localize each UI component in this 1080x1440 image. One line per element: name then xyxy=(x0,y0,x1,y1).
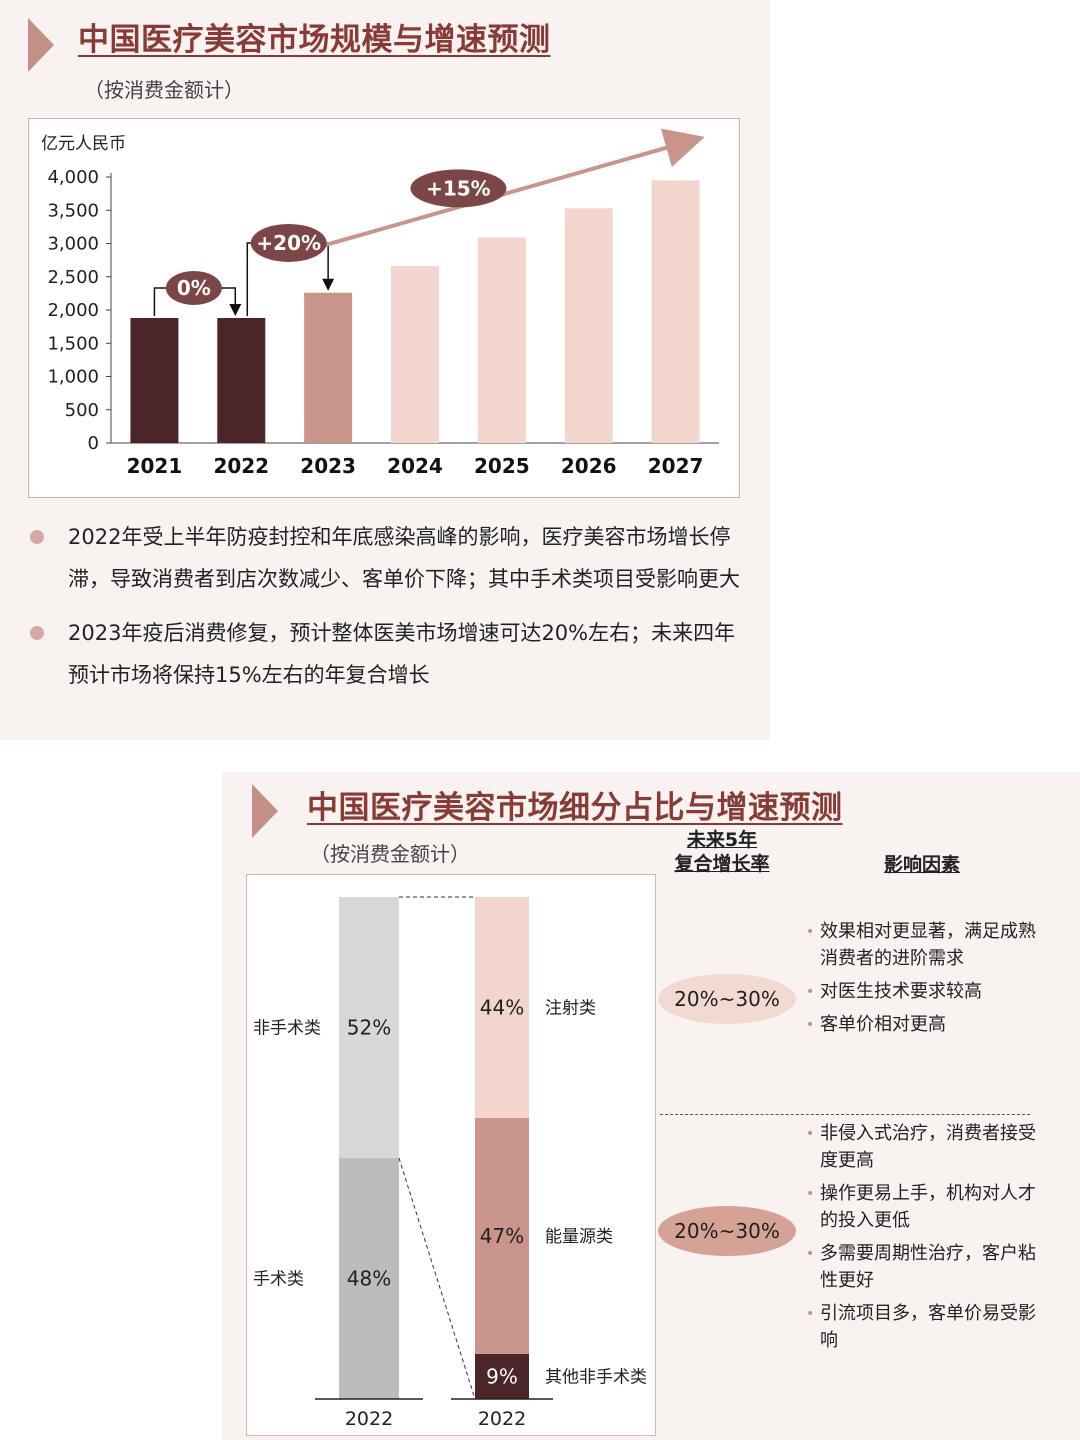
segment-subtitle: （按消费金额计） xyxy=(310,842,470,866)
cagr-value: 20%~30% xyxy=(674,1219,780,1243)
growth-label: +15% xyxy=(426,176,491,200)
segment-title: 中国医疗美容市场细分占比与增速预测 xyxy=(307,790,843,826)
y-tick-label: 2,500 xyxy=(47,267,99,288)
cagr-column-header: 未来5年 复合增长率 xyxy=(660,828,784,876)
factor-item: • 客单价相对更高 xyxy=(806,1011,1046,1038)
factor-text: 多需要周期性治疗，客户粘性更好 xyxy=(820,1243,1036,1291)
segment-stacked-chart: 48% 手术类 52% 非手术类 2022 9% 其他非手术类 47% 能量源类 44% 注射类 20… xyxy=(253,896,647,1430)
y-tick-label: 4,000 xyxy=(47,167,99,188)
x-tick-label: 2022 xyxy=(345,1408,393,1430)
segment-能量源类 xyxy=(475,1117,529,1354)
factor-item: • 对医生技术要求较高 xyxy=(806,978,1046,1005)
cagr-bubble-energy: 20%~30% xyxy=(658,1206,796,1256)
growth-label: 0% xyxy=(177,276,211,300)
section-marker-icon xyxy=(252,784,278,838)
segment-非手术类 xyxy=(339,897,399,1159)
segment-注射类 xyxy=(475,897,529,1118)
market-size-title: 中国医疗美容市场规模与增速预测 xyxy=(78,22,551,58)
x-tick-label: 2021 xyxy=(127,454,183,478)
factors-list-energy: • 非侵入式治疗，消费者接受度更高 • 操作更易上手，机构对人才的投入更低 • 多需要周期… xyxy=(806,1120,1046,1360)
bullet-dot-icon: • xyxy=(806,1126,815,1142)
factors-column-header: 影响因素 xyxy=(883,854,960,876)
segment-label: 注射类 xyxy=(545,998,596,1018)
y-tick-label: 500 xyxy=(65,400,99,421)
bullet-dot-icon: • xyxy=(806,1246,815,1262)
bar-2027 xyxy=(651,180,700,443)
growth-bubble xyxy=(165,270,222,305)
segment-label: 非手术类 xyxy=(253,1019,321,1039)
segment-value: 48% xyxy=(347,1267,391,1291)
connector-bottom xyxy=(398,1157,476,1400)
market-size-chart-box: 亿元人民币 0 500 1,000 1,500 2,000 2,500 3,000 3,500 4… xyxy=(28,118,740,498)
note-text: 2022年受上半年防疫封控和年底感染高峰的影响，医疗美容市场增长停滞，导致消费者… xyxy=(68,525,740,591)
factor-item: • 引流项目多，客单价易受影响 xyxy=(806,1300,1046,1354)
segment-label: 其他非手术类 xyxy=(545,1367,647,1387)
factor-text: 对医生技术要求较高 xyxy=(820,981,982,1002)
bullet-dot-icon xyxy=(30,530,44,544)
note-item: 2022年受上半年防疫封控和年底感染高峰的影响，医疗美容市场增长停滞，导致消费者… xyxy=(30,516,745,600)
y-tick-label: 0 xyxy=(88,433,99,454)
group-divider xyxy=(660,1114,1030,1115)
growth-label: +20% xyxy=(256,231,321,255)
x-tick-label: 2025 xyxy=(474,454,530,478)
factor-item: • 非侵入式治疗，消费者接受度更高 xyxy=(806,1120,1046,1174)
cagr-bubble-nonsurgical: 20%~30% xyxy=(658,974,796,1024)
factors-list-nonsurgical: • 效果相对更显著，满足成熟消费者的进阶需求 • 对医生技术要求较高 • 客单价相对更高 xyxy=(806,918,1046,1044)
segment-手术类 xyxy=(339,1158,399,1399)
x-tick-label: 2022 xyxy=(213,454,269,478)
cagr-value: 20%~30% xyxy=(674,987,780,1011)
segment-label: 能量源类 xyxy=(545,1227,613,1247)
x-tick-label: 2023 xyxy=(300,454,356,478)
bar-2023 xyxy=(304,292,353,443)
bullet-dot-icon: • xyxy=(806,1017,815,1033)
bullet-dot-icon: • xyxy=(806,984,815,1000)
y-tick-label: 1,500 xyxy=(47,333,99,354)
segment-value: 44% xyxy=(480,995,524,1019)
growth-bubble xyxy=(250,223,327,262)
y-tick-label: 1,000 xyxy=(47,367,99,388)
factor-text: 操作更易上手，机构对人才的投入更低 xyxy=(820,1183,1036,1231)
factor-item: • 效果相对更显著，满足成熟消费者的进阶需求 xyxy=(806,918,1046,972)
factor-text: 效果相对更显著，满足成熟消费者的进阶需求 xyxy=(820,921,1036,969)
segment-label: 手术类 xyxy=(253,1270,304,1290)
market-size-subtitle: （按消费金额计） xyxy=(84,78,244,102)
growth-bubble xyxy=(410,169,507,208)
bullet-dot-icon: • xyxy=(806,1306,815,1322)
bullet-dot-icon xyxy=(30,626,44,640)
y-tick-label: 3,000 xyxy=(47,234,99,255)
segment-value: 52% xyxy=(347,1016,391,1040)
section-marker-icon xyxy=(28,18,54,72)
factor-item: • 操作更易上手，机构对人才的投入更低 xyxy=(806,1180,1046,1234)
note-text: 2023年疫后消费修复，预计整体医美市场增速可达20%左右；未来四年预计市场将保… xyxy=(68,621,736,687)
segment-chart-box: 48% 手术类 52% 非手术类 2022 9% 其他非手术类 47% 能量源类 44% 注射类 20… xyxy=(246,874,656,1436)
bar-2022 xyxy=(217,317,266,443)
cagr-header-text: 未来5年 复合增长率 xyxy=(674,829,770,875)
bullet-dot-icon: • xyxy=(806,924,815,940)
x-tick-label: 2027 xyxy=(648,454,704,478)
factor-text: 客单价相对更高 xyxy=(820,1014,946,1035)
factor-text: 引流项目多，客单价易受影响 xyxy=(820,1303,1036,1351)
bar-2026 xyxy=(564,208,613,443)
segment-其他非手术类 xyxy=(475,1353,529,1399)
y-tick-label: 2,000 xyxy=(47,300,99,321)
factor-text: 非侵入式治疗，消费者接受度更高 xyxy=(820,1123,1036,1171)
note-item: 2023年疫后消费修复，预计整体医美市场增速可达20%左右；未来四年预计市场将保… xyxy=(30,612,745,696)
bar-2025 xyxy=(477,237,526,443)
y-axis-unit-label: 亿元人民币 xyxy=(41,134,126,154)
bullet-dot-icon: • xyxy=(806,1186,815,1202)
market-size-notes: 2022年受上半年防疫封控和年底感染高峰的影响，医疗美容市场增长停滞，导致消费者… xyxy=(30,516,745,708)
y-tick-label: 3,500 xyxy=(47,200,99,221)
segment-value: 9% xyxy=(486,1364,518,1388)
market-size-bar-chart: 亿元人民币 0 500 1,000 1,500 2,000 2,500 3,000 3,500 4… xyxy=(41,128,719,478)
x-tick-label: 2022 xyxy=(478,1408,526,1430)
bar-2021 xyxy=(130,317,179,443)
x-tick-label: 2024 xyxy=(387,454,443,478)
bar-2024 xyxy=(391,266,439,443)
segment-value: 47% xyxy=(480,1224,524,1248)
factor-item: • 多需要周期性治疗，客户粘性更好 xyxy=(806,1240,1046,1294)
x-tick-label: 2026 xyxy=(561,454,617,478)
